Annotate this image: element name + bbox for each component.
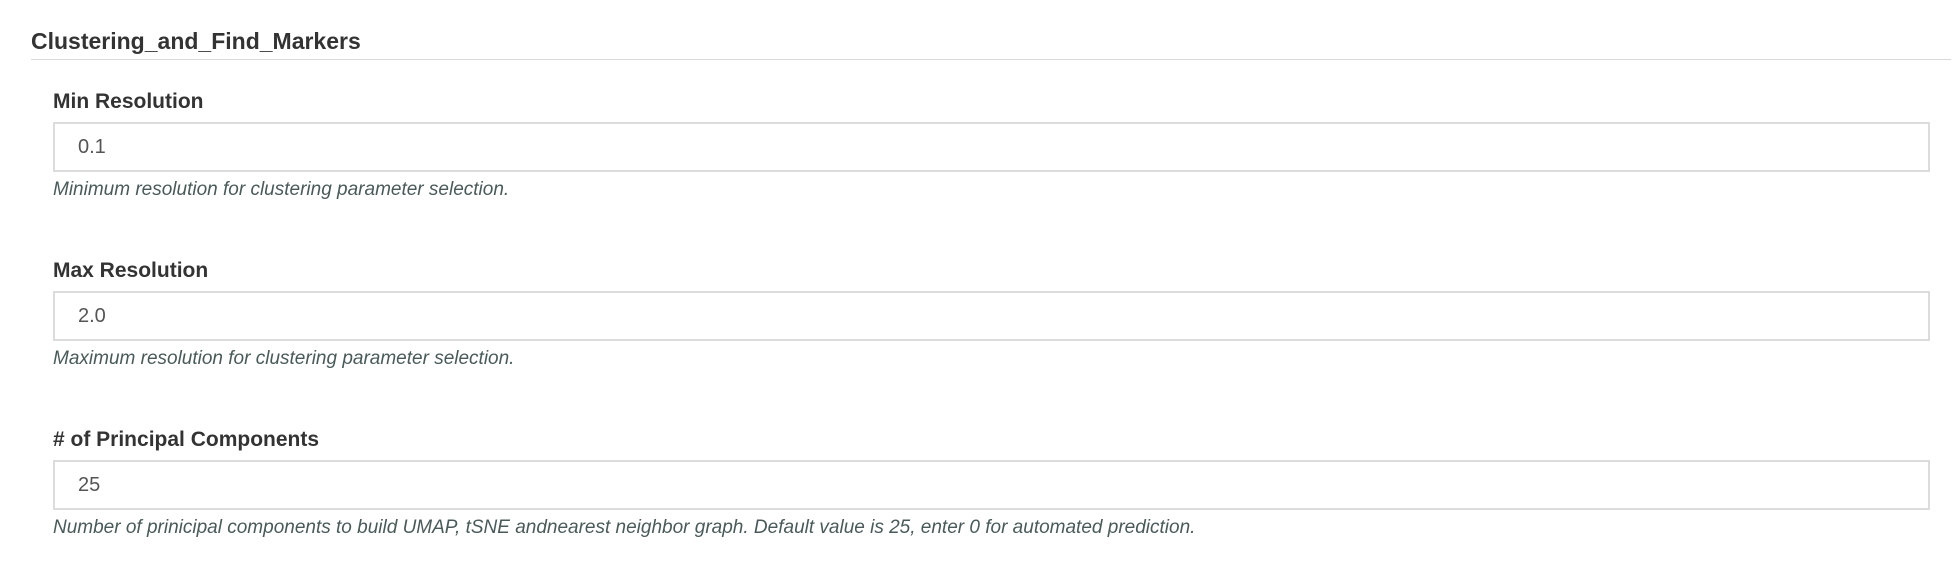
principal-components-help: Number of prinicipal components to build… (53, 517, 1196, 538)
principal-components-input[interactable] (53, 460, 1930, 510)
max-resolution-label: Max Resolution (53, 259, 209, 282)
max-resolution-help: Maximum resolution for clustering parame… (53, 348, 515, 369)
min-resolution-input[interactable] (53, 122, 1930, 172)
section-title: Clustering_and_Find_Markers (31, 28, 361, 54)
max-resolution-input[interactable] (53, 291, 1930, 341)
section-header: Clustering_and_Find_Markers (31, 24, 1951, 60)
principal-components-label: # of Principal Components (53, 428, 320, 451)
min-resolution-help: Minimum resolution for clustering parame… (53, 179, 510, 200)
min-resolution-label: Min Resolution (53, 90, 204, 113)
